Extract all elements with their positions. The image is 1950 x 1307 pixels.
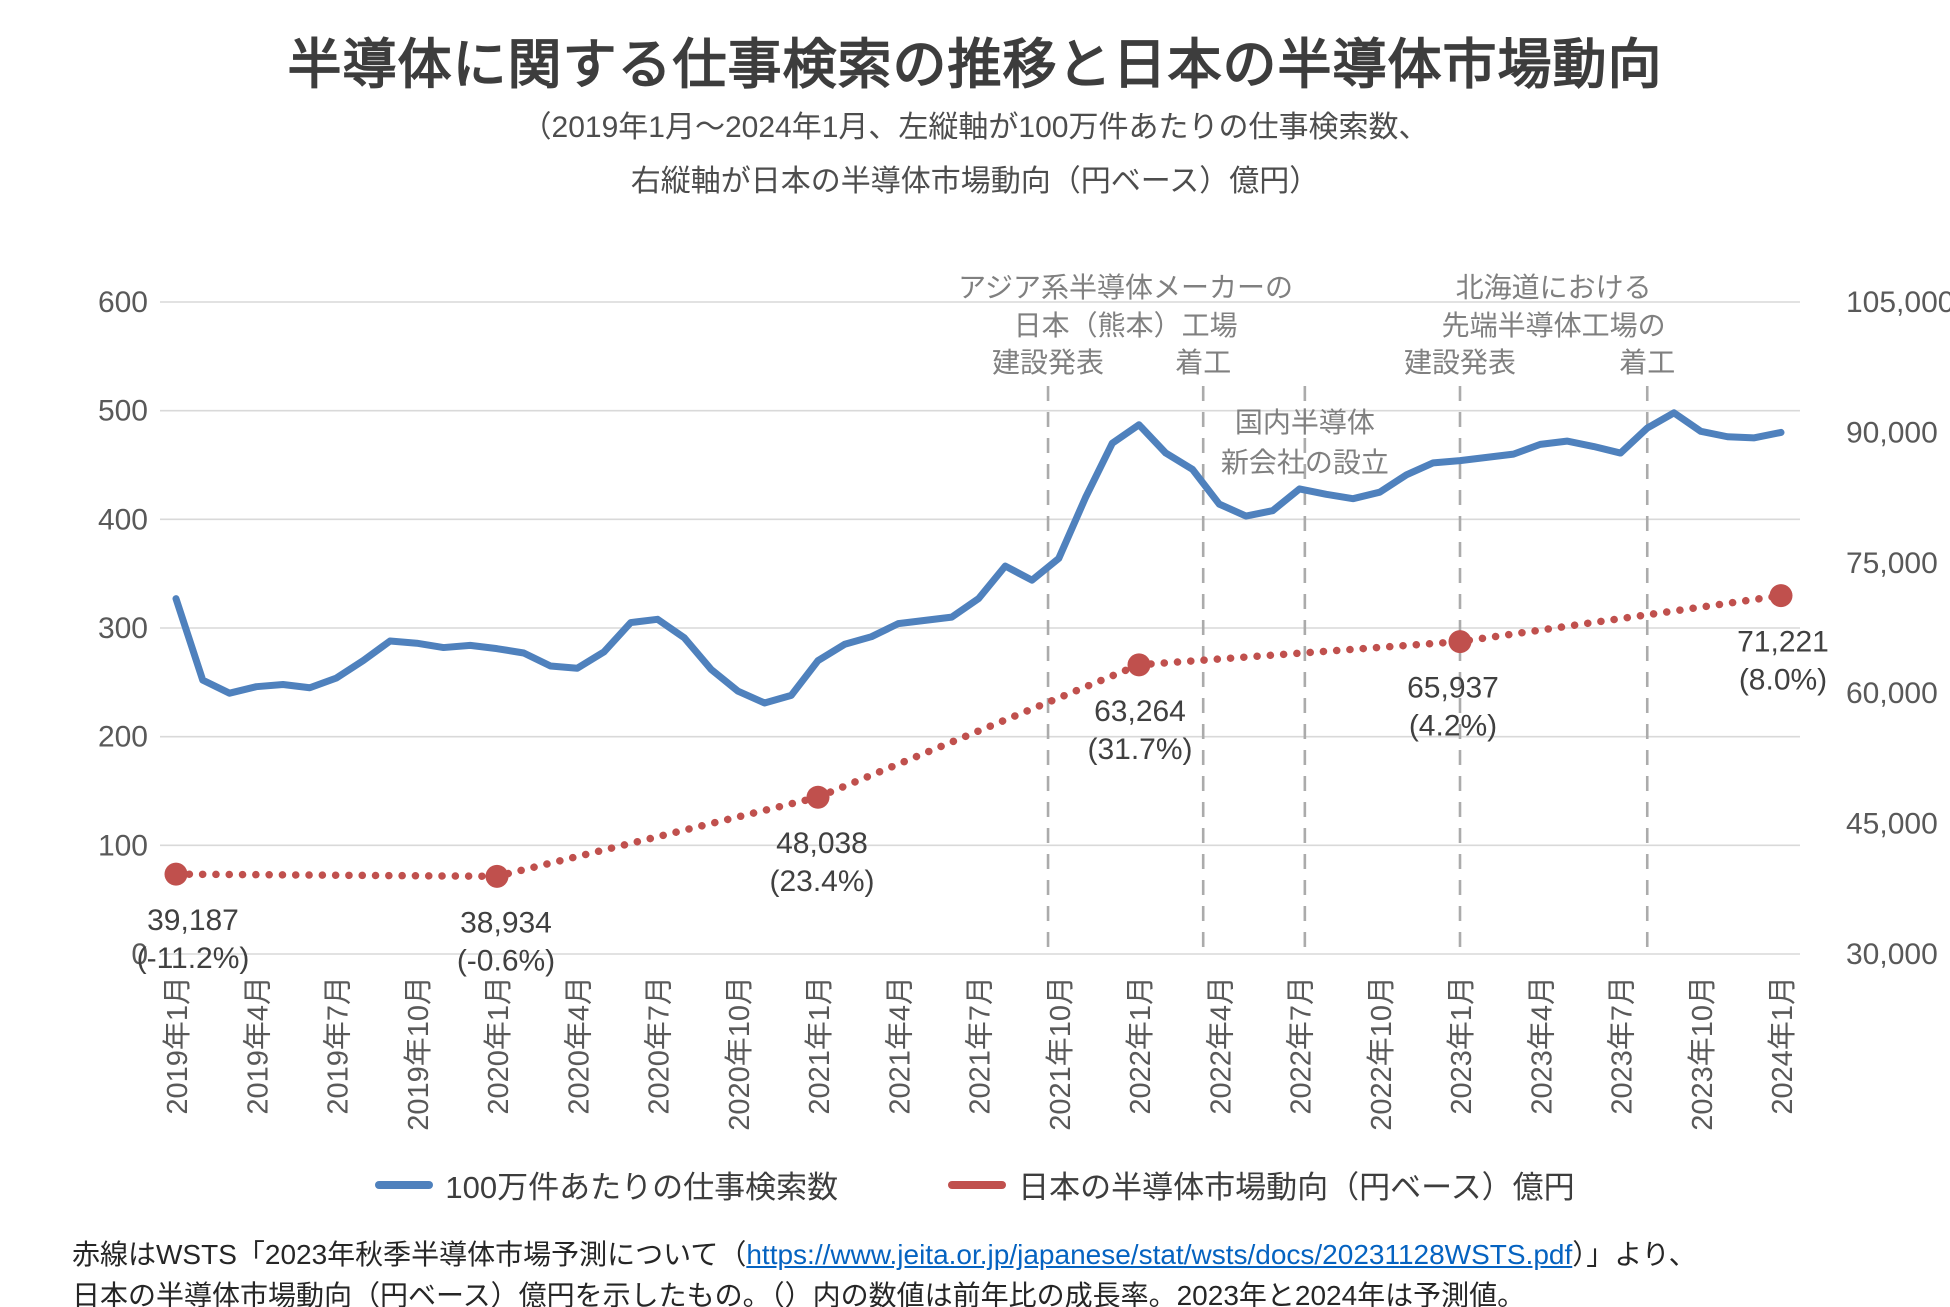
x-axis-tick-label: 2020年7月	[643, 976, 676, 1115]
source-note-line1-prefix: 赤線はWSTS「2023年秋季半導体市場予測について（	[72, 1239, 747, 1270]
market-growth-label: (-11.2%)	[137, 942, 250, 975]
x-axis-tick-label: 2022年10月	[1365, 976, 1398, 1131]
right-axis-labels: 30,000 45,000 60,000 75,000 90,000 105,000	[1846, 286, 1950, 971]
x-axis-tick-label: 2020年1月	[482, 976, 515, 1115]
legend-item-job-searches: 100万件あたりの仕事検索数	[375, 1162, 838, 1207]
annotation-line: 日本（熊本）工場	[1014, 310, 1238, 341]
annotation-event-label: 建設発表	[1404, 347, 1516, 378]
x-axis-tick-label: 2023年10月	[1686, 976, 1719, 1131]
x-axis-tick-label: 2024年1月	[1766, 976, 1799, 1115]
left-axis-tick-label: 400	[98, 503, 148, 536]
x-axis-tick-label: 2021年1月	[803, 976, 836, 1115]
left-axis-tick-label: 500	[98, 395, 148, 428]
x-axis-tick-label: 2021年10月	[1044, 976, 1077, 1131]
annotation-event-label: 建設発表	[992, 347, 1104, 378]
annotation-event-label: 着工	[1175, 347, 1231, 378]
annotation-line: 新会社の設立	[1221, 447, 1389, 478]
market-annual-marker	[806, 785, 830, 809]
legend-label-market: 日本の半導体市場動向（円ベース）億円	[1018, 1170, 1575, 1205]
x-axis-tick-label: 2023年1月	[1445, 976, 1478, 1115]
market-value-label: 39,187	[147, 904, 239, 937]
chart-subtitle-line2: 右縦軸が日本の半導体市場動向（円ベース）億円）	[630, 165, 1320, 198]
market-growth-label: (8.0%)	[1739, 664, 1827, 697]
market-annual-marker	[1127, 653, 1151, 677]
market-annual-marker	[164, 862, 188, 886]
source-link[interactable]: https://www.jeita.or.jp/japanese/stat/ws…	[746, 1239, 1573, 1270]
chart-title: 半導体に関する仕事検索の推移と日本の半導体市場動向	[287, 35, 1663, 95]
market-growth-label: (23.4%)	[769, 865, 874, 898]
left-axis-tick-label: 100	[98, 829, 148, 862]
right-axis-tick-label: 105,000	[1846, 286, 1950, 319]
left-axis-tick-label: 600	[98, 286, 148, 319]
right-axis-tick-label: 75,000	[1846, 547, 1938, 580]
right-axis-tick-label: 45,000	[1846, 808, 1938, 841]
market-growth-label: (4.2%)	[1409, 710, 1497, 743]
market-annual-markers	[164, 584, 1793, 888]
market-value-label: 63,264	[1094, 695, 1186, 728]
market-value-label: 48,038	[776, 827, 868, 860]
left-axis-tick-label: 200	[98, 721, 148, 754]
annotation-line: 国内半導体	[1235, 407, 1375, 438]
x-axis-tick-label: 2023年4月	[1525, 976, 1558, 1115]
annotation-line: 先端半導体工場の	[1442, 310, 1666, 341]
legend-item-market: 日本の半導体市場動向（円ベース）億円	[948, 1162, 1575, 1207]
market-annual-marker	[485, 864, 509, 888]
market-dotted-line	[172, 591, 1785, 881]
x-axis-tick-label: 2020年4月	[562, 976, 595, 1115]
x-axis-tick-label: 2021年4月	[883, 976, 916, 1115]
legend-label-job-searches: 100万件あたりの仕事検索数	[445, 1170, 839, 1205]
right-axis-tick-label: 30,000	[1846, 938, 1938, 971]
source-note-line1: 赤線はWSTS「2023年秋季半導体市場予測について（https://www.j…	[72, 1234, 1922, 1275]
market-growth-label: (31.7%)	[1087, 733, 1192, 766]
market-value-label: 65,937	[1407, 672, 1499, 705]
x-axis-tick-label: 2020年10月	[723, 976, 756, 1131]
job-searches-line	[172, 409, 1785, 707]
annotation-event-label: 着工	[1619, 347, 1675, 378]
market-line-swatch	[948, 1180, 1007, 1189]
right-axis-tick-label: 90,000	[1846, 416, 1938, 449]
annotation-line: アジア系半導体メーカーの	[958, 272, 1293, 303]
x-axis-tick-label: 2022年1月	[1124, 976, 1157, 1115]
market-data-labels: 39,187 (-11.2%) 38,934 (-0.6%) 48,038 (23.4%)…	[137, 626, 1829, 978]
chart-subtitle-line1: （2019年1月～2024年1月、左縦軸が100万件あたりの仕事検索数、	[521, 111, 1429, 144]
left-axis-tick-label: 0	[131, 938, 148, 971]
x-axis-tick-label: 2021年7月	[964, 976, 997, 1115]
x-axis-labels: 2019年1月 2019年4月 2019年7月 2019年10月 2020年1月 2020…	[161, 976, 1799, 1131]
gridlines	[160, 301, 1800, 955]
x-axis-tick-label: 2022年4月	[1204, 976, 1237, 1115]
event-lines	[1046, 386, 1649, 954]
source-note-line1-suffix: ）」より、	[1572, 1239, 1697, 1270]
x-axis-tick-label: 2019年7月	[322, 976, 355, 1115]
right-axis-tick-label: 60,000	[1846, 677, 1938, 710]
x-axis-tick-label: 2019年10月	[402, 976, 435, 1131]
x-axis-tick-label: 2019年4月	[241, 976, 274, 1115]
market-annual-marker	[1448, 630, 1472, 654]
market-value-label: 38,934	[460, 906, 552, 939]
left-axis-tick-label: 300	[98, 612, 148, 645]
market-annual-marker	[1769, 584, 1793, 608]
annotation-line: 北海道における	[1456, 272, 1652, 303]
source-note: 赤線はWSTS「2023年秋季半導体市場予測について（https://www.j…	[72, 1234, 1922, 1307]
market-growth-label: (-0.6%)	[457, 944, 555, 977]
market-value-label: 71,221	[1737, 626, 1829, 659]
job-searches-line-swatch	[375, 1180, 434, 1189]
source-note-line2: 日本の半導体市場動向（円ベース）億円を示したもの。（）内の数値は前年比の成長率。…	[72, 1280, 1526, 1307]
chart-legend: 100万件あたりの仕事検索数 日本の半導体市場動向（円ベース）億円	[0, 1162, 1950, 1207]
x-axis-tick-label: 2023年7月	[1606, 976, 1639, 1115]
x-axis-tick-label: 2019年1月	[161, 976, 194, 1115]
left-axis-labels: 0 100 200 300 400 500 600	[98, 286, 148, 971]
x-axis-tick-label: 2022年7月	[1285, 976, 1318, 1115]
